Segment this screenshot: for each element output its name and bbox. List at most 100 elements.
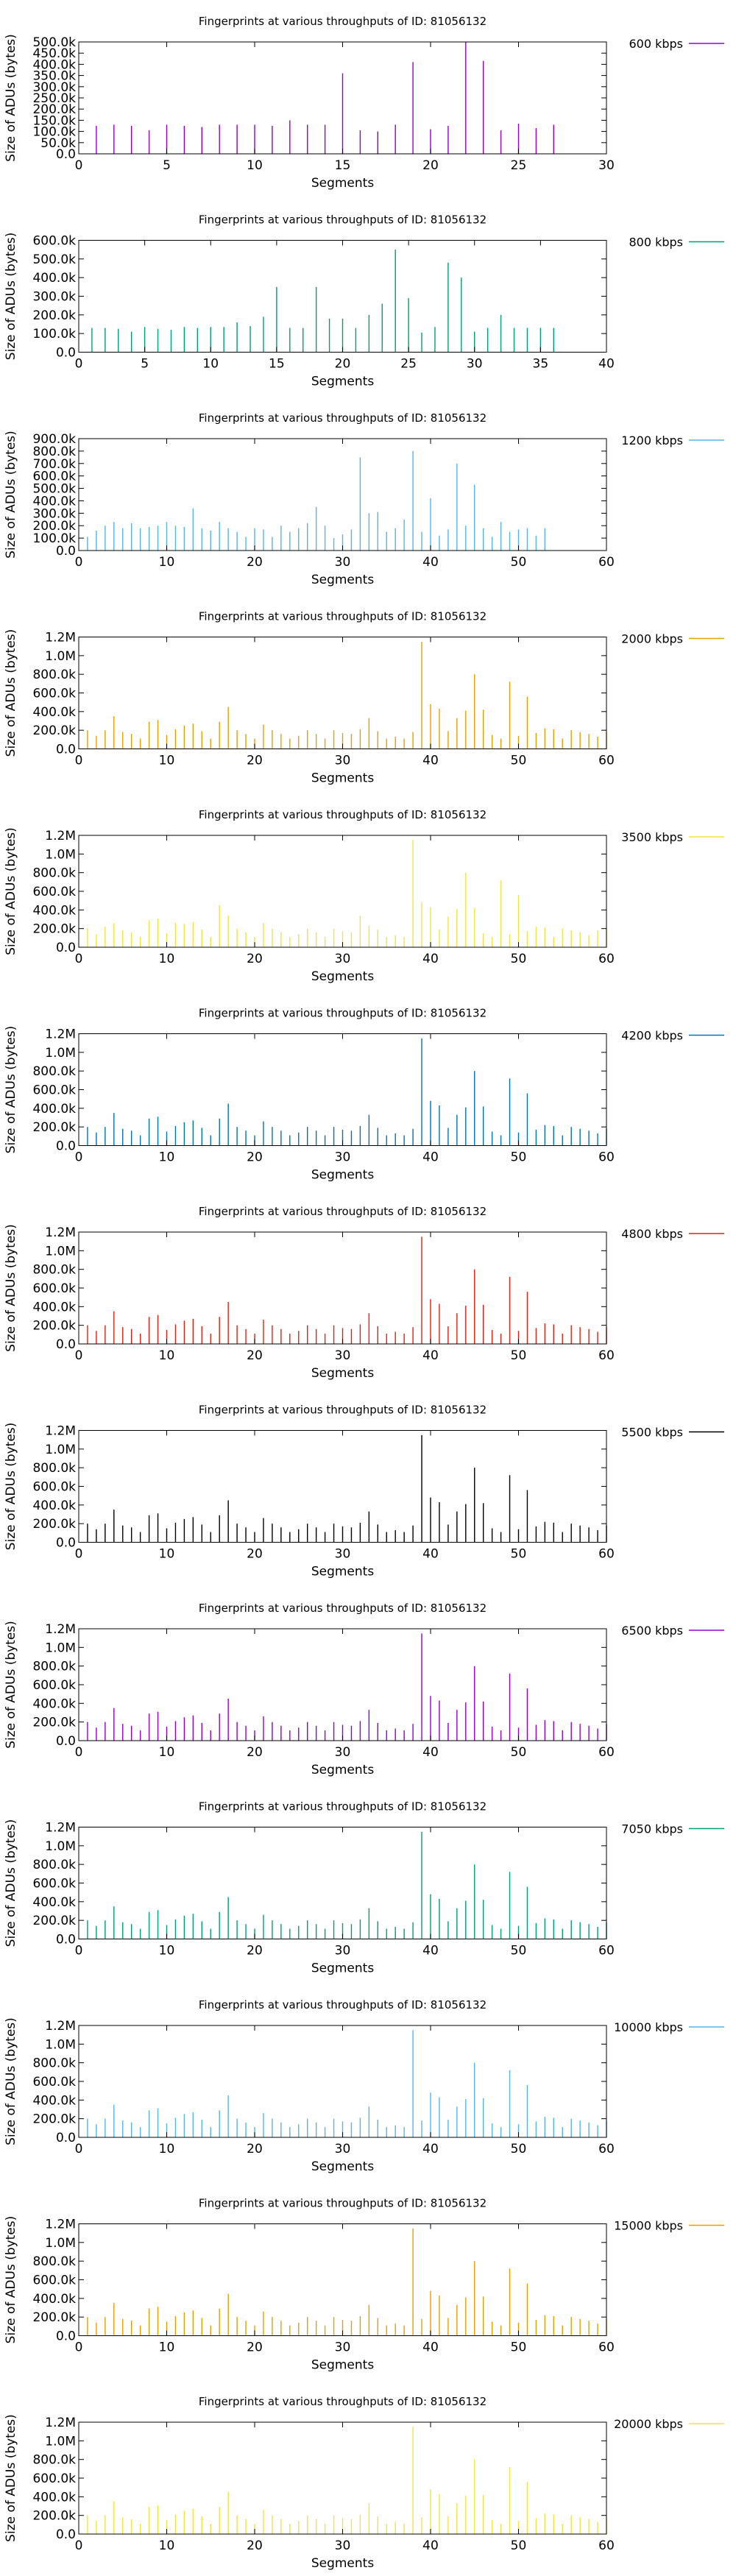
y-tick-label: 900.0k [32, 432, 76, 447]
legend-label: 1200 kbps [621, 434, 683, 447]
x-tick-label: 10 [159, 1745, 175, 1760]
x-tick-label: 0 [75, 2538, 83, 2553]
chart-title: Fingerprints at various throughputs of I… [199, 2197, 486, 2210]
x-tick-label: 50 [511, 2538, 527, 2553]
x-axis-label: Segments [311, 2159, 375, 2174]
y-tick-label: 200.0k [32, 2509, 76, 2524]
x-tick-label: 20 [247, 2340, 263, 2355]
x-tick-label: 20 [247, 2142, 263, 2156]
y-tick-label: 800.0k [32, 1064, 76, 1079]
x-tick-label: 10 [159, 754, 175, 768]
y-tick-label: 200.0k [32, 1319, 76, 1334]
x-tick-label: 10 [159, 1150, 175, 1165]
x-tick-label: 30 [335, 2340, 351, 2355]
x-tick-label: 5 [163, 158, 171, 173]
y-tick-label: 600.0k [32, 885, 76, 899]
x-tick-label: 50 [511, 754, 527, 768]
y-axis-label: Size of ADUs (bytes) [4, 34, 18, 162]
chart-panel: Fingerprints at various throughputs of I… [4, 1602, 724, 1777]
y-tick-label: 0.0 [56, 1536, 76, 1551]
y-tick-label: 600.0k [32, 1083, 76, 1098]
y-tick-label: 600.0k [32, 1281, 76, 1296]
y-tick-label: 600.0k [32, 470, 76, 484]
y-tick-label: 300.0k [32, 506, 76, 521]
x-axis-label: Segments [311, 771, 375, 786]
x-tick-label: 50 [511, 2340, 527, 2355]
x-tick-label: 60 [598, 2538, 615, 2553]
y-tick-label: 250.0k [32, 91, 76, 106]
y-tick-label: 400.0k [32, 1300, 76, 1314]
y-axis-label: Size of ADUs (bytes) [4, 1621, 18, 1749]
x-tick-label: 0 [75, 357, 83, 372]
y-tick-label: 200.0k [32, 723, 76, 738]
y-tick-label: 400.0k [32, 903, 76, 918]
x-tick-label: 10 [159, 952, 175, 966]
x-tick-label: 10 [159, 1547, 175, 1562]
y-tick-label: 1.2M [45, 2416, 76, 2430]
legend-label: 4800 kbps [621, 1227, 683, 1241]
y-tick-label: 1.2M [45, 2218, 76, 2232]
y-tick-label: 400.0k [32, 1696, 76, 1711]
x-tick-label: 30 [335, 1150, 351, 1165]
x-tick-label: 10 [159, 2538, 175, 2553]
y-tick-label: 800.0k [32, 1461, 76, 1476]
y-tick-label: 1.2M [45, 829, 76, 843]
x-tick-label: 15 [335, 158, 351, 173]
legend-label: 7050 kbps [621, 1822, 683, 1836]
y-tick-label: 200.0k [32, 308, 76, 323]
y-tick-label: 1.0M [45, 2236, 76, 2251]
y-tick-label: 200.0k [32, 1914, 76, 1928]
x-tick-label: 60 [598, 2340, 615, 2355]
legend-label: 6500 kbps [621, 1624, 683, 1638]
x-tick-label: 50 [511, 1944, 527, 1958]
y-tick-label: 1.2M [45, 1027, 76, 1042]
y-tick-label: 150.0k [32, 113, 76, 128]
y-tick-label: 1.0M [45, 2037, 76, 2052]
y-tick-label: 600.0k [32, 2075, 76, 2090]
y-tick-label: 450.0k [32, 46, 76, 61]
x-tick-label: 20 [247, 754, 263, 768]
y-tick-label: 1.0M [45, 1839, 76, 1854]
y-axis-label: Size of ADUs (bytes) [4, 1423, 18, 1551]
chart-panel: Fingerprints at various throughputs of I… [4, 2395, 724, 2571]
x-tick-label: 60 [598, 1745, 615, 1760]
chart-title: Fingerprints at various throughputs of I… [199, 610, 486, 623]
x-axis-label: Segments [311, 1961, 375, 1976]
x-tick-label: 30 [335, 952, 351, 966]
x-tick-label: 0 [75, 2340, 83, 2355]
x-tick-label: 10 [159, 2340, 175, 2355]
y-axis-label: Size of ADUs (bytes) [4, 2017, 18, 2145]
y-tick-label: 800.0k [32, 2254, 76, 2269]
x-tick-label: 60 [598, 555, 615, 570]
y-tick-label: 0.0 [56, 147, 76, 162]
y-tick-label: 1.0M [45, 2434, 76, 2449]
y-tick-label: 0.0 [56, 1337, 76, 1352]
y-tick-label: 400.0k [32, 271, 76, 286]
x-tick-label: 30 [467, 357, 483, 372]
y-tick-label: 200.0k [32, 922, 76, 937]
x-tick-label: 30 [335, 1944, 351, 1958]
y-tick-label: 600.0k [32, 687, 76, 701]
y-tick-label: 1.0M [45, 1244, 76, 1259]
legend-label: 10000 kbps [614, 2020, 683, 2034]
y-axis-label: Size of ADUs (bytes) [4, 1026, 18, 1154]
chart-panel: Fingerprints at various throughputs of I… [4, 808, 724, 984]
x-tick-label: 50 [511, 2142, 527, 2156]
y-tick-label: 200.0k [32, 2112, 76, 2127]
y-tick-label: 400.0k [32, 1498, 76, 1513]
y-tick-label: 0.0 [56, 346, 76, 361]
chart-panel: Fingerprints at various throughputs of I… [4, 213, 724, 389]
x-tick-label: 40 [422, 2340, 439, 2355]
x-tick-label: 0 [75, 1348, 83, 1363]
chart-title: Fingerprints at various throughputs of I… [199, 808, 486, 821]
y-tick-label: 800.0k [32, 866, 76, 881]
chart-panel: Fingerprints at various throughputs of I… [4, 1205, 724, 1381]
y-tick-label: 600.0k [32, 1877, 76, 1892]
x-tick-label: 15 [269, 357, 285, 372]
chart-title: Fingerprints at various throughputs of I… [199, 213, 486, 227]
x-tick-label: 20 [247, 1745, 263, 1760]
x-tick-label: 40 [422, 555, 439, 570]
legend-label: 5500 kbps [621, 1426, 683, 1440]
x-tick-label: 30 [335, 2538, 351, 2553]
